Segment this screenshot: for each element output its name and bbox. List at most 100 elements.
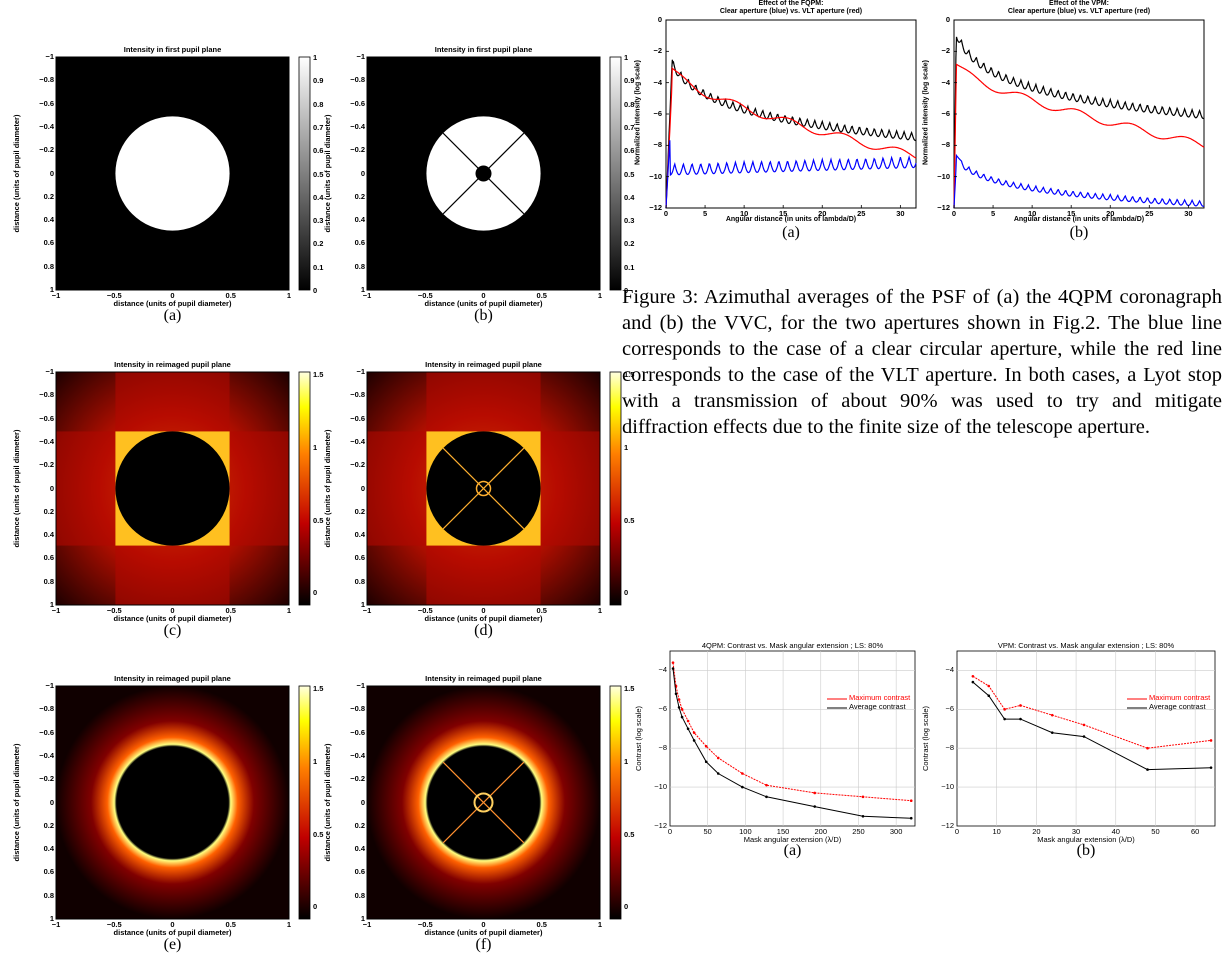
y-tick: −0.2 — [39, 460, 54, 470]
pupil-image — [366, 56, 601, 291]
data-point — [1082, 723, 1086, 727]
x-tick: 25 — [857, 209, 866, 218]
data-point — [716, 756, 720, 760]
x-tick: 1 — [597, 606, 603, 615]
data-point — [909, 816, 913, 820]
y-tick: 1 — [360, 600, 365, 609]
x-tick: 0.5 — [536, 920, 547, 929]
x-tick: 300 — [889, 827, 903, 836]
data-point — [1209, 766, 1213, 769]
panel-title: Intensity in first pupil plane — [123, 45, 222, 54]
x-tick: 1 — [286, 606, 292, 615]
y-tick: −4 — [941, 77, 950, 87]
legend-swatch — [1127, 698, 1147, 700]
y-tick: 0.2 — [43, 820, 54, 830]
y-tick: −0.8 — [350, 704, 365, 714]
x-tick: 10 — [1027, 209, 1037, 218]
x-tick: −1 — [362, 606, 372, 615]
colorbar-tick: 0.1 — [624, 262, 635, 272]
y-tick: 1 — [49, 600, 54, 609]
x-tick: 0 — [170, 920, 175, 929]
x-tick: 10 — [739, 209, 749, 218]
colorbar-tick: 0.4 — [313, 192, 324, 202]
profile-series-0000ff — [953, 153, 1205, 209]
x-axis-label: distance (units of pupil diameter) — [424, 614, 543, 623]
y-tick: −1 — [356, 367, 365, 376]
y-tick: 0.4 — [43, 215, 54, 225]
data-point — [1082, 735, 1086, 738]
y-tick: −0.6 — [39, 727, 54, 737]
profile-plot — [953, 19, 1205, 209]
y-tick: 0 — [360, 483, 365, 493]
x-tick: 25 — [1145, 209, 1154, 218]
colorbar-tick: 0.4 — [624, 192, 635, 202]
colorbar-tick: 0 — [624, 286, 629, 295]
data-point — [741, 785, 744, 789]
y-tick: −0.6 — [350, 413, 365, 423]
y-axis-label: distance (units of pupil diameter) — [11, 743, 21, 861]
x-tick: 100 — [739, 827, 752, 836]
y-tick: −1 — [356, 52, 365, 61]
x-tick: 1 — [597, 920, 603, 929]
x-tick: −1 — [51, 291, 61, 300]
colorbar-tick: 1 — [624, 442, 629, 452]
x-tick: 200 — [814, 827, 828, 836]
data-point — [813, 805, 817, 808]
y-tick: −8 — [945, 743, 954, 753]
y-tick: −0.2 — [350, 774, 365, 784]
y-tick: 1 — [49, 914, 54, 923]
y-tick: −8 — [653, 140, 662, 150]
chart-caption: (b) — [1069, 224, 1089, 241]
panel-title: Intensity in reimaged pupil plane — [114, 360, 231, 369]
x-tick: 30 — [1071, 827, 1081, 836]
x-tick: 30 — [1184, 209, 1193, 218]
y-tick: 0.4 — [354, 530, 365, 540]
x-tick: 0.5 — [225, 606, 236, 615]
data-point — [1050, 731, 1054, 734]
data-point — [1003, 708, 1006, 711]
y-tick: −8 — [658, 743, 667, 753]
y-tick: 0 — [657, 15, 662, 24]
y-tick: 0.6 — [43, 867, 54, 877]
y-tick: 0 — [49, 483, 54, 493]
y-tick: −10 — [937, 171, 950, 181]
colorbar-tick: 1 — [313, 53, 318, 62]
data-point — [987, 684, 991, 688]
panel-caption: (d) — [474, 622, 493, 639]
chart-caption: (b) — [1076, 842, 1096, 859]
legend-swatch — [827, 707, 847, 709]
colorbar-tick: 0.5 — [624, 169, 635, 179]
y-tick: −0.8 — [350, 75, 365, 85]
y-tick: 0.8 — [354, 576, 365, 586]
y-axis-label: Normalized intensity (log scale) — [634, 59, 642, 166]
data-point — [677, 706, 681, 709]
data-point — [692, 731, 696, 734]
x-tick: −0.5 — [106, 920, 122, 929]
x-tick: −1 — [362, 920, 372, 929]
y-tick: −2 — [653, 46, 662, 56]
x-tick: 0 — [170, 291, 175, 300]
x-axis-label: Mask angular extension (λ/D) — [1037, 835, 1135, 844]
y-tick: −0.6 — [39, 98, 54, 108]
y-axis-label: distance (units of pupil diameter) — [322, 743, 332, 861]
data-point — [987, 694, 991, 698]
contrast-plot — [956, 650, 1216, 827]
data-point — [1003, 717, 1006, 721]
colorbar-tick: 0.5 — [313, 829, 324, 839]
data-point — [1050, 713, 1054, 717]
data-point — [680, 715, 684, 719]
colorbar-tick: 0 — [313, 588, 318, 598]
y-tick: 0 — [49, 797, 54, 807]
data-point — [1146, 746, 1149, 750]
x-axis-label: Mask angular extension (λ/D) — [743, 835, 842, 844]
y-tick: 0.8 — [43, 261, 54, 271]
x-tick: 0 — [481, 291, 486, 300]
y-tick: −0.8 — [39, 704, 54, 714]
y-tick: −4 — [658, 665, 667, 675]
colorbar-tick: 0.3 — [313, 216, 324, 226]
y-tick: −0.4 — [39, 750, 54, 760]
profile-series-000 — [665, 59, 917, 209]
data-point — [692, 739, 696, 742]
y-tick: 0.6 — [354, 238, 365, 248]
data-point — [686, 719, 690, 723]
